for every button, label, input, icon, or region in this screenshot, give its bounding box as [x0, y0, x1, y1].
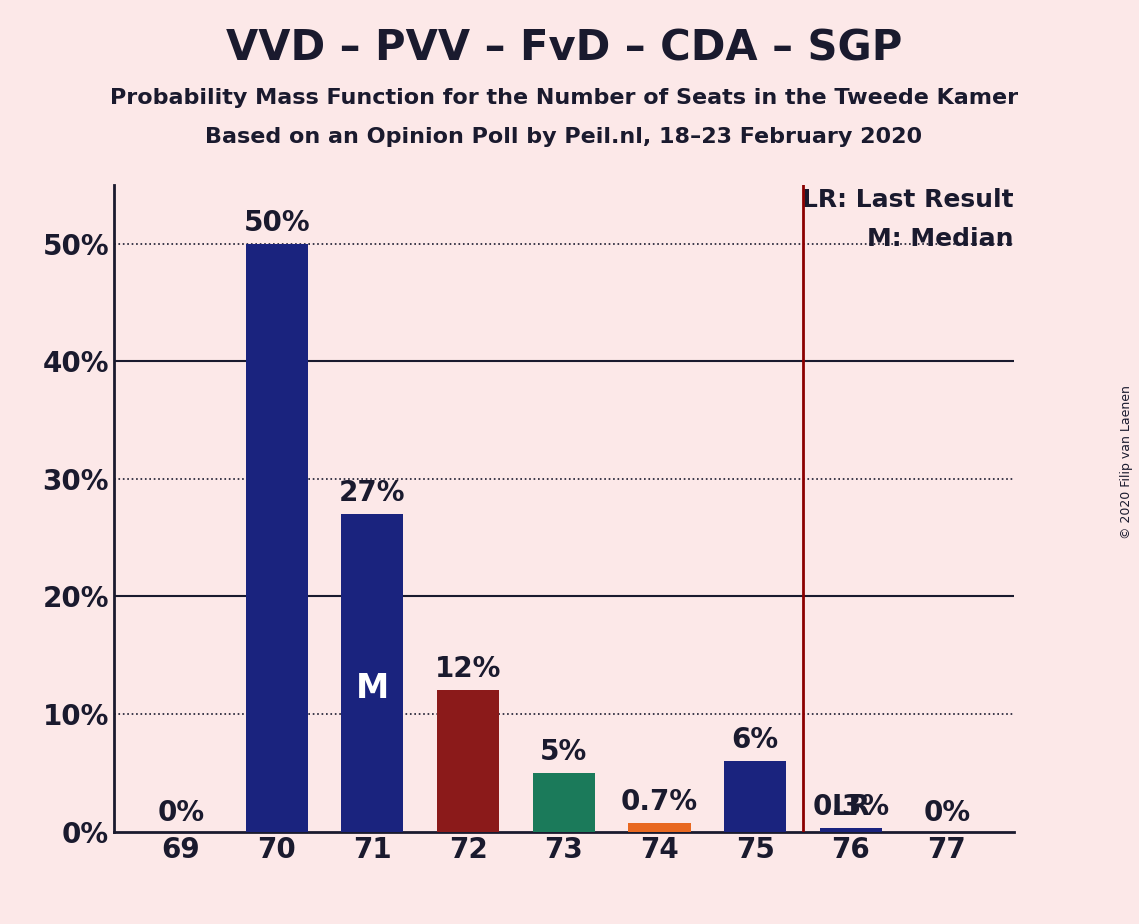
- Text: Probability Mass Function for the Number of Seats in the Tweede Kamer: Probability Mass Function for the Number…: [109, 88, 1018, 108]
- Text: 0.7%: 0.7%: [621, 788, 698, 816]
- Text: Based on an Opinion Poll by Peil.nl, 18–23 February 2020: Based on an Opinion Poll by Peil.nl, 18–…: [205, 127, 923, 147]
- Bar: [724, 761, 786, 832]
- Text: 0%: 0%: [157, 799, 205, 827]
- Text: 50%: 50%: [244, 209, 310, 237]
- Text: 12%: 12%: [435, 655, 501, 684]
- Text: 0%: 0%: [923, 799, 970, 827]
- Text: 0.3%: 0.3%: [812, 793, 890, 821]
- Text: 5%: 5%: [540, 737, 588, 766]
- Text: © 2020 Filip van Laenen: © 2020 Filip van Laenen: [1121, 385, 1133, 539]
- Text: M: M: [355, 673, 390, 705]
- Bar: [629, 823, 690, 832]
- Text: 6%: 6%: [731, 726, 779, 754]
- Text: 27%: 27%: [339, 479, 405, 507]
- Text: VVD – PVV – FvD – CDA – SGP: VVD – PVV – FvD – CDA – SGP: [226, 28, 902, 69]
- Text: LR: LR: [831, 793, 870, 821]
- Bar: [437, 690, 499, 832]
- Bar: [246, 244, 308, 832]
- Bar: [342, 514, 403, 832]
- Text: LR: Last Result: LR: Last Result: [802, 188, 1014, 212]
- Text: M: Median: M: Median: [867, 226, 1014, 250]
- Bar: [820, 828, 882, 832]
- Bar: [533, 772, 595, 832]
